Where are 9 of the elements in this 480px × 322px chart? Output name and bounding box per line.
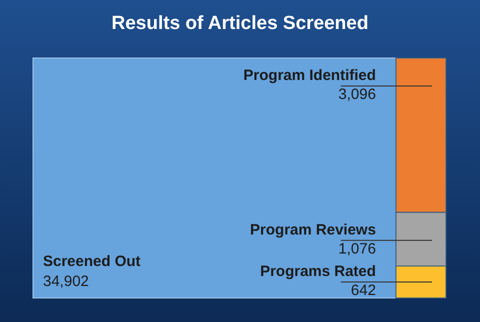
text: Results of Articles Screened [112,13,368,34]
data-label: 642 [350,282,376,299]
category-label: Screened Out [43,253,141,270]
category-label: Programs Rated [260,263,376,280]
data-label: 1,076 [338,240,376,258]
category-label: Program Identified [243,67,376,84]
data-label: 34,902 [43,273,89,290]
data-label: 3,096 [338,86,376,103]
category-label: Program Reviews [250,221,376,238]
